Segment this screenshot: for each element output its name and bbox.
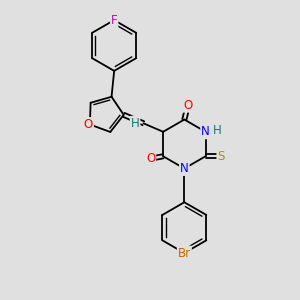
Text: S: S: [218, 150, 225, 163]
Text: H: H: [131, 117, 140, 130]
Text: O: O: [183, 99, 193, 112]
Text: Br: Br: [178, 247, 191, 260]
Text: F: F: [111, 14, 118, 27]
Text: N: N: [180, 162, 189, 175]
Text: O: O: [146, 152, 155, 165]
Text: N: N: [201, 125, 210, 138]
Text: O: O: [84, 118, 93, 131]
Text: H: H: [212, 124, 221, 137]
